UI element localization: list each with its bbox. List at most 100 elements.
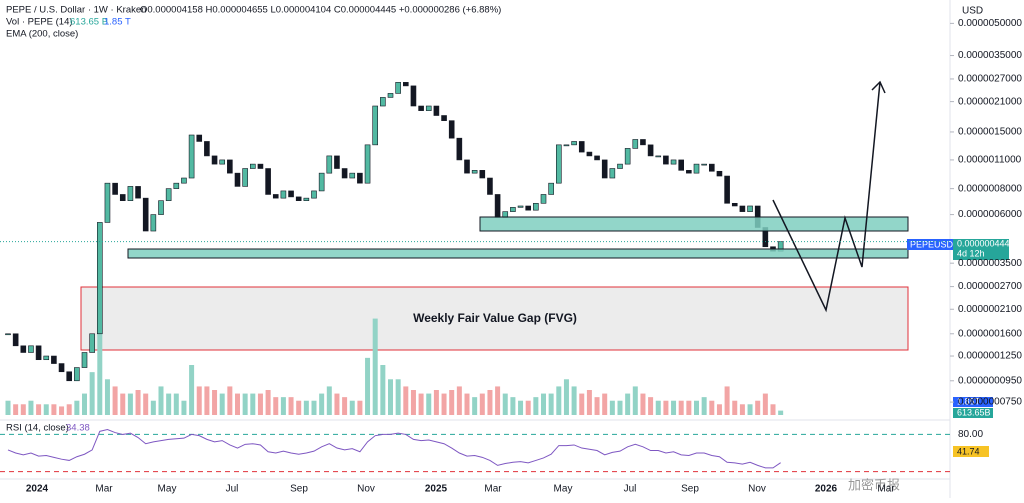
y-tick-label: 0.0000035000	[958, 50, 1022, 61]
candle	[686, 170, 692, 174]
candle	[418, 105, 424, 111]
candle	[441, 115, 447, 121]
volume-bar	[541, 393, 546, 415]
candle	[647, 144, 654, 157]
vol-value: 613.65 B	[70, 17, 108, 28]
candle	[517, 205, 524, 208]
volume-bar	[762, 393, 768, 415]
candle	[617, 163, 623, 169]
price-tag	[953, 239, 1009, 260]
volume-bar	[43, 404, 49, 415]
volume-bar	[410, 390, 416, 415]
y-tick-label: 0.0000015000	[958, 127, 1022, 138]
volume-bar	[716, 404, 722, 415]
candle	[357, 172, 363, 184]
candle	[349, 172, 356, 179]
candle	[74, 367, 80, 382]
candle	[364, 144, 371, 184]
y-tick-label: 0.0000001250	[958, 351, 1022, 362]
volume-bar	[319, 393, 325, 415]
candle	[433, 105, 440, 116]
candle	[5, 333, 11, 336]
volume-bar	[487, 390, 493, 415]
candle	[311, 190, 317, 199]
candle	[624, 148, 631, 165]
volume-bar	[112, 386, 118, 415]
volume-bar	[625, 393, 631, 415]
volume-bar	[586, 390, 592, 415]
candle	[425, 105, 432, 111]
volume-bar	[709, 400, 715, 415]
volume-bar	[388, 379, 393, 415]
volume-bar	[671, 400, 677, 415]
volume-bar	[51, 404, 57, 415]
rsi-label: RSI (14, close)	[6, 423, 69, 434]
volume-bar	[449, 390, 455, 415]
candle	[739, 205, 746, 212]
volume-bar	[143, 393, 149, 415]
volume-bar	[594, 397, 600, 415]
volume-bar	[189, 365, 195, 415]
candle	[257, 163, 264, 169]
candle	[242, 168, 248, 187]
volume-bar	[548, 393, 554, 415]
candle	[272, 194, 279, 199]
candle	[43, 355, 50, 361]
header-title: PEPE / U.S. Dollar · 1W · Kraken	[6, 5, 146, 16]
candle	[731, 202, 738, 207]
volume-bar	[273, 397, 279, 415]
candle	[58, 363, 65, 373]
candle	[395, 82, 401, 94]
volume-bar	[617, 400, 623, 415]
candle	[66, 371, 72, 382]
y-tick-label: 0.0000006000	[958, 209, 1022, 220]
candle	[318, 172, 325, 192]
volume-bar	[280, 397, 286, 415]
projection-path	[772, 81, 881, 313]
rsi-line	[7, 428, 781, 469]
x-tick-label: 2024	[26, 484, 49, 495]
vol-label: Vol · PEPE (14)	[6, 17, 73, 28]
volume-bar	[288, 397, 294, 415]
candle	[563, 144, 570, 147]
candle	[701, 163, 707, 166]
candle	[663, 155, 669, 165]
ema-label: EMA (200, close)	[6, 29, 78, 40]
candle	[594, 155, 600, 161]
volume-bar	[5, 400, 11, 415]
candle	[20, 345, 27, 353]
fvg-zone	[80, 286, 909, 351]
candle	[104, 182, 111, 223]
candle	[609, 168, 616, 179]
x-tick-label: May	[554, 484, 573, 495]
volume-bar	[235, 393, 240, 415]
volume-bar	[66, 404, 72, 415]
volume-bar	[464, 393, 470, 415]
y-tick-label: 0.0000000750	[958, 397, 1022, 408]
volume-bar	[104, 379, 110, 415]
y-tick-label: 0.0000002100	[958, 304, 1022, 315]
volume-bar	[479, 393, 485, 415]
volume-bar	[533, 397, 539, 415]
volume-bar	[349, 400, 355, 415]
volume-bar	[250, 393, 256, 415]
volume-bar	[120, 393, 126, 415]
volume-bar	[701, 397, 707, 415]
volume-bar	[127, 393, 133, 415]
candle	[586, 151, 593, 157]
candle	[89, 333, 95, 353]
vol-ma-axis: 1.85T	[957, 396, 981, 406]
volume-bar	[219, 393, 225, 415]
candle	[494, 194, 501, 218]
support-zone	[127, 248, 909, 259]
x-tick-label: Mar	[95, 484, 113, 495]
volume-bar	[518, 400, 524, 415]
volume-bar	[663, 400, 669, 415]
rsi-value: 34.38	[66, 423, 90, 434]
volume-bar	[257, 393, 263, 415]
y-tick-label: 0.0000011000	[958, 155, 1022, 166]
volume-bar	[525, 400, 531, 415]
candle	[119, 194, 126, 201]
candle	[640, 139, 646, 146]
candle	[479, 170, 486, 179]
